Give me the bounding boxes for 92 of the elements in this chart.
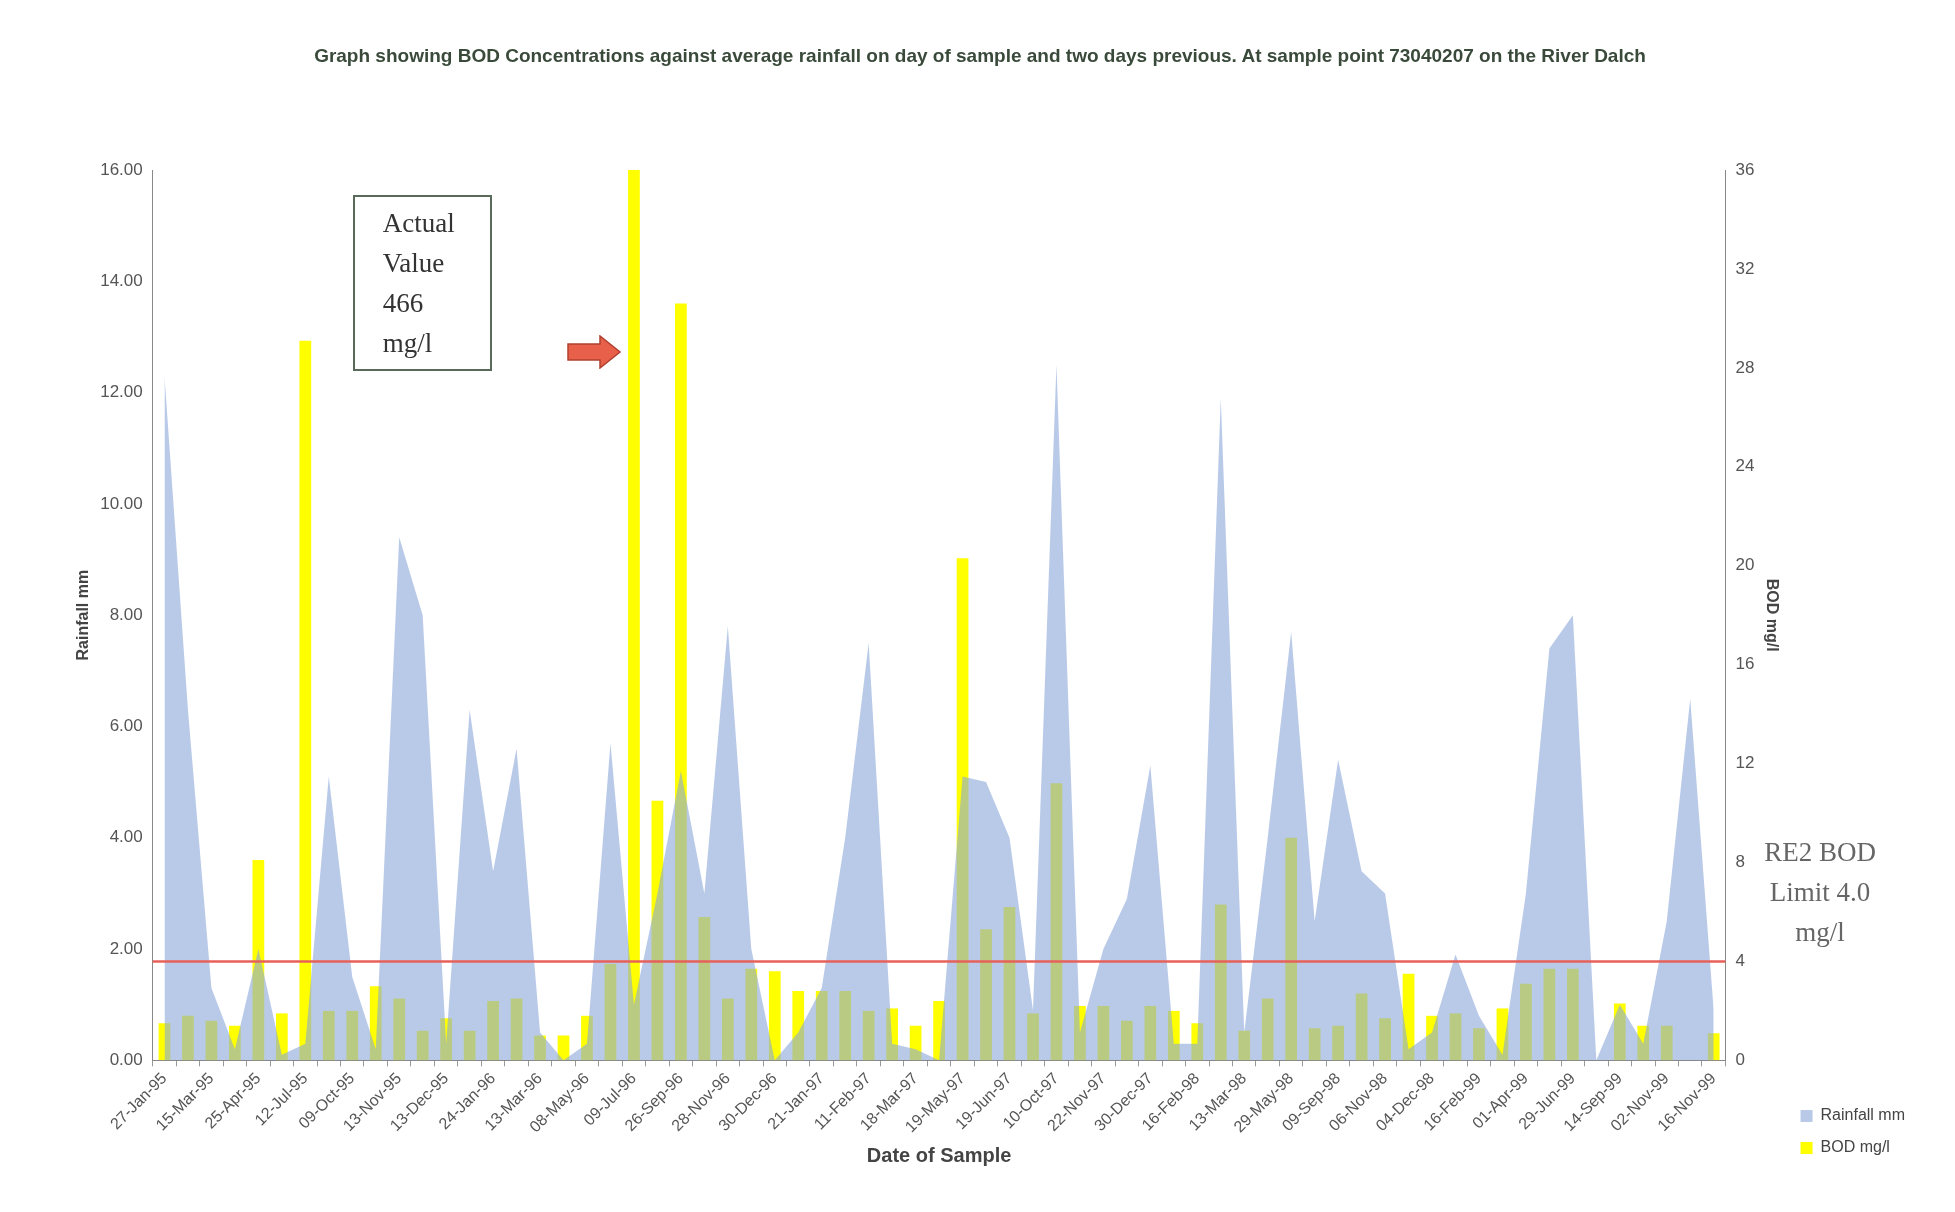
y-tick-label: 6.00 (109, 716, 143, 736)
y-tick-label: 0.00 (109, 1050, 143, 1070)
bar (933, 1000, 945, 1061)
bar (698, 916, 711, 1061)
bar (1473, 1028, 1485, 1061)
bar (393, 998, 406, 1061)
bar (275, 1013, 288, 1061)
y2-tick-label: 16 (1735, 654, 1755, 674)
y-tick-label: 14.00 (100, 270, 143, 290)
bar (346, 1010, 359, 1061)
bar (1238, 1030, 1251, 1061)
bar (862, 1010, 875, 1061)
bar (1332, 1025, 1344, 1061)
bar (1308, 1028, 1321, 1061)
bar (1449, 1013, 1462, 1061)
y2-axis-title: BOD mg/l (1763, 578, 1781, 652)
bar (229, 1025, 241, 1061)
y2-tick-label: 24 (1735, 456, 1755, 476)
bar (581, 1015, 593, 1061)
y-tick-label: 4.00 (109, 827, 143, 847)
bar (1027, 1013, 1039, 1061)
legend-label: Rainfall mm (1820, 1106, 1906, 1124)
bar (1613, 1003, 1626, 1061)
x-axis-title: Date of Sample (866, 1143, 1012, 1166)
bar (557, 1035, 570, 1061)
bar (1121, 1020, 1133, 1061)
bar (1566, 968, 1579, 1061)
bar (1050, 783, 1063, 1061)
bar (909, 1025, 922, 1061)
bar (745, 968, 758, 1061)
bar (1167, 1010, 1180, 1061)
bar (628, 170, 640, 1061)
bar (1003, 907, 1016, 1061)
y2-tick-label: 20 (1735, 555, 1755, 575)
annotation: Actual Value 466 mg/l (352, 195, 492, 371)
bar (1285, 837, 1298, 1061)
bar (1191, 1023, 1204, 1061)
bar (1261, 998, 1274, 1061)
bar (1426, 1015, 1438, 1061)
legend-label: BOD mg/l (1820, 1138, 1890, 1156)
bar (1144, 1005, 1157, 1061)
bar (182, 1015, 194, 1061)
bar (463, 1030, 476, 1061)
bar (815, 991, 828, 1061)
y2-tick-label: 28 (1735, 357, 1755, 377)
chart-title: Graph showing BOD Concentrations against average rainfall on day of sample and two days previous. At sample point 73040207 on the River Dalch (313, 44, 1647, 68)
bar (1097, 1005, 1110, 1061)
y-tick-label: 10.00 (100, 493, 143, 513)
bar (1496, 1008, 1509, 1061)
bar (534, 1035, 546, 1061)
bar (322, 1010, 335, 1061)
bar (1543, 968, 1556, 1061)
y2-tick-label: 12 (1735, 753, 1755, 773)
bar (440, 1018, 453, 1061)
y-tick-label: 2.00 (109, 938, 143, 958)
bar (651, 800, 664, 1061)
bar (1379, 1018, 1391, 1061)
bar (1402, 973, 1415, 1061)
ref-line-label: RE2 BOD Limit 4.0 mg/l (1764, 837, 1876, 948)
bar (487, 1000, 499, 1061)
y-tick-label: 12.00 (100, 382, 143, 402)
bar (158, 1023, 171, 1061)
y-tick-label: 8.00 (109, 604, 143, 624)
y2-tick-label: 36 (1735, 159, 1755, 179)
bar (675, 303, 687, 1061)
y-axis-title: Rainfall mm (74, 569, 92, 661)
bar (510, 998, 523, 1061)
y2-tick-label: 8 (1735, 852, 1745, 872)
bar (768, 971, 781, 1061)
bar (1074, 1005, 1086, 1061)
bar (839, 991, 852, 1061)
bar (1707, 1033, 1720, 1061)
y-tick-label: 16.00 (100, 159, 143, 179)
bar (1520, 983, 1532, 1061)
bar (252, 860, 265, 1061)
bar (1355, 993, 1368, 1061)
bar (299, 340, 312, 1061)
bar (369, 986, 382, 1061)
bar (604, 963, 617, 1061)
y2-tick-label: 32 (1735, 258, 1755, 278)
bar (416, 1030, 429, 1061)
y2-tick-label: 0 (1735, 1050, 1745, 1070)
bar (886, 1008, 899, 1061)
bar (721, 998, 734, 1061)
bar (1637, 1025, 1650, 1061)
bar (205, 1020, 218, 1061)
bar (1660, 1025, 1673, 1061)
bar (1214, 904, 1227, 1061)
bar (980, 929, 992, 1061)
bar (792, 991, 805, 1061)
y2-tick-label: 4 (1735, 951, 1745, 971)
bar (956, 558, 969, 1061)
